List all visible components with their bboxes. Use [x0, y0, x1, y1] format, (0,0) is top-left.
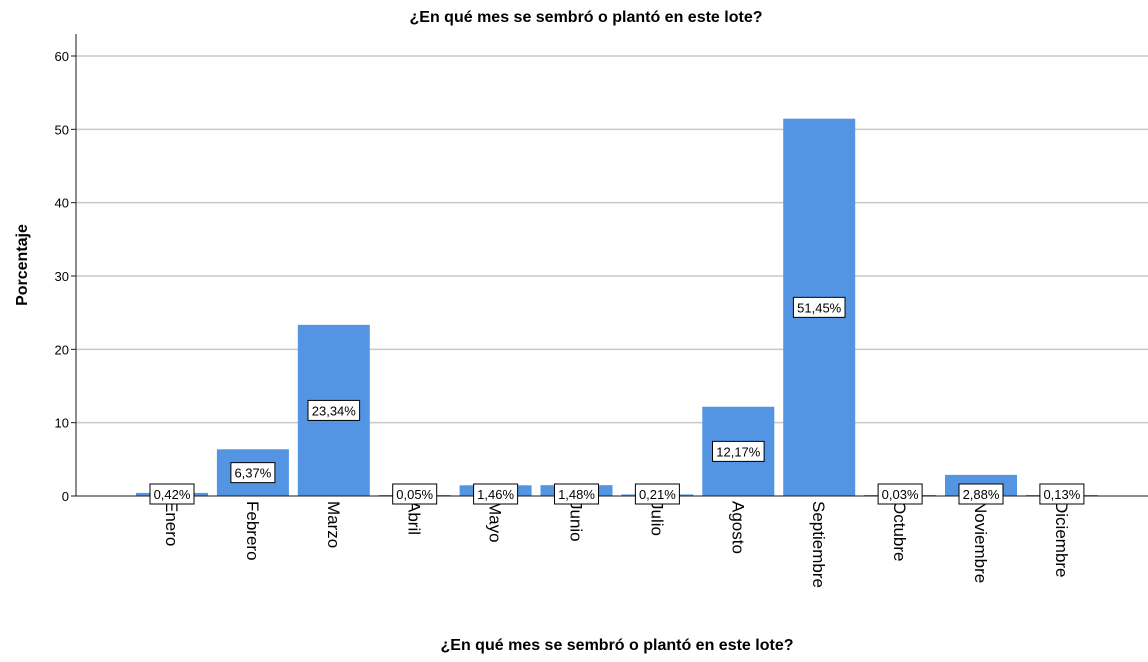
chart-title: ¿En qué mes se sembró o plantó en este l…: [410, 9, 763, 26]
x-tick-label-octubre: Octubre: [890, 501, 909, 561]
y-tick-label-30: 30: [55, 269, 69, 284]
data-label-junio: 1,48%: [554, 483, 599, 505]
x-tick-label-enero: Enero: [162, 501, 181, 546]
data-label-marzo: 23,34%: [307, 399, 361, 421]
y-tick-labels: 0 10 20 30 40 50 60: [55, 49, 76, 504]
y-tick-label-10: 10: [55, 416, 69, 431]
data-label-noviembre: 2,88%: [958, 483, 1004, 505]
data-label-box: [958, 483, 1004, 505]
data-label-box: [877, 483, 923, 505]
data-label-diciembre: 0,13%: [1039, 483, 1085, 505]
data-label-box: [1039, 483, 1085, 505]
data-label-febrero: 6,37%: [230, 462, 276, 484]
x-tick-label-septiembre: Septiembre: [809, 501, 828, 588]
data-label-box: [149, 483, 195, 505]
data-label-text: 0,42%: [154, 487, 191, 502]
data-label-box: [712, 440, 765, 462]
x-tick-label-junio: Junio: [567, 501, 586, 542]
x-tick-label-abril: Abril: [405, 501, 424, 535]
data-label-octubre: 0,03%: [877, 483, 923, 505]
x-tick-label-diciembre: Diciembre: [1052, 501, 1071, 578]
y-tick-label-50: 50: [55, 122, 69, 137]
data-label-box: [792, 296, 846, 318]
data-label-mayo: 1,46%: [473, 483, 519, 505]
data-label-text: 51,45%: [797, 300, 842, 315]
data-label-box: [554, 483, 599, 505]
y-tick-label-0: 0: [62, 489, 69, 504]
data-label-text: 12,17%: [716, 444, 761, 459]
x-tick-label-julio: Julio: [647, 501, 666, 536]
data-label-box: [634, 483, 680, 505]
data-label-text: 23,34%: [312, 403, 357, 418]
data-label-septiembre: 51,45%: [792, 296, 846, 318]
data-label-box: [392, 483, 438, 505]
x-tick-label-mayo: Mayo: [486, 501, 505, 543]
x-tick-label-marzo: Marzo: [324, 501, 343, 548]
gridlines: [76, 55, 1148, 424]
data-label-julio: 0,21%: [634, 483, 680, 505]
data-label-box: [473, 483, 519, 505]
data-label-box: [230, 462, 276, 484]
data-label-text: 0,13%: [1043, 487, 1080, 502]
bars: [136, 118, 1098, 496]
data-labels: 0,42% 6,37% 23,34% 0,05% 1,46% 1,48% 0,21% 12,1…: [149, 296, 1085, 505]
data-label-text: 1,46%: [477, 487, 514, 502]
data-label-text: 0,03%: [882, 487, 919, 502]
data-label-enero: 0,42%: [149, 483, 195, 505]
y-tick-label-60: 60: [55, 49, 69, 64]
data-label-text: 2,88%: [963, 487, 1000, 502]
data-label-text: 0,05%: [396, 487, 433, 502]
x-tick-label-febrero: Febrero: [243, 501, 262, 561]
axes: [75, 34, 1148, 497]
data-label-agosto: 12,17%: [712, 440, 765, 462]
data-label-text: 0,21%: [639, 487, 676, 502]
data-label-text: 6,37%: [234, 466, 271, 481]
y-axis-title: Porcentaje: [14, 224, 31, 306]
y-tick-label-40: 40: [55, 196, 69, 211]
x-tick-label-agosto: Agosto: [728, 501, 747, 554]
data-label-text: 1,48%: [558, 487, 595, 502]
data-label-box: [307, 399, 361, 421]
x-tick-label-noviembre: Noviembre: [971, 501, 990, 583]
x-axis-title: ¿En qué mes se sembró o plantó en este l…: [441, 637, 794, 654]
x-tick-labels: Enero Febrero Marzo Abril Mayo Junio Julio Agos…: [162, 501, 1071, 588]
y-tick-label-20: 20: [55, 342, 69, 357]
data-label-abril: 0,05%: [392, 483, 438, 505]
